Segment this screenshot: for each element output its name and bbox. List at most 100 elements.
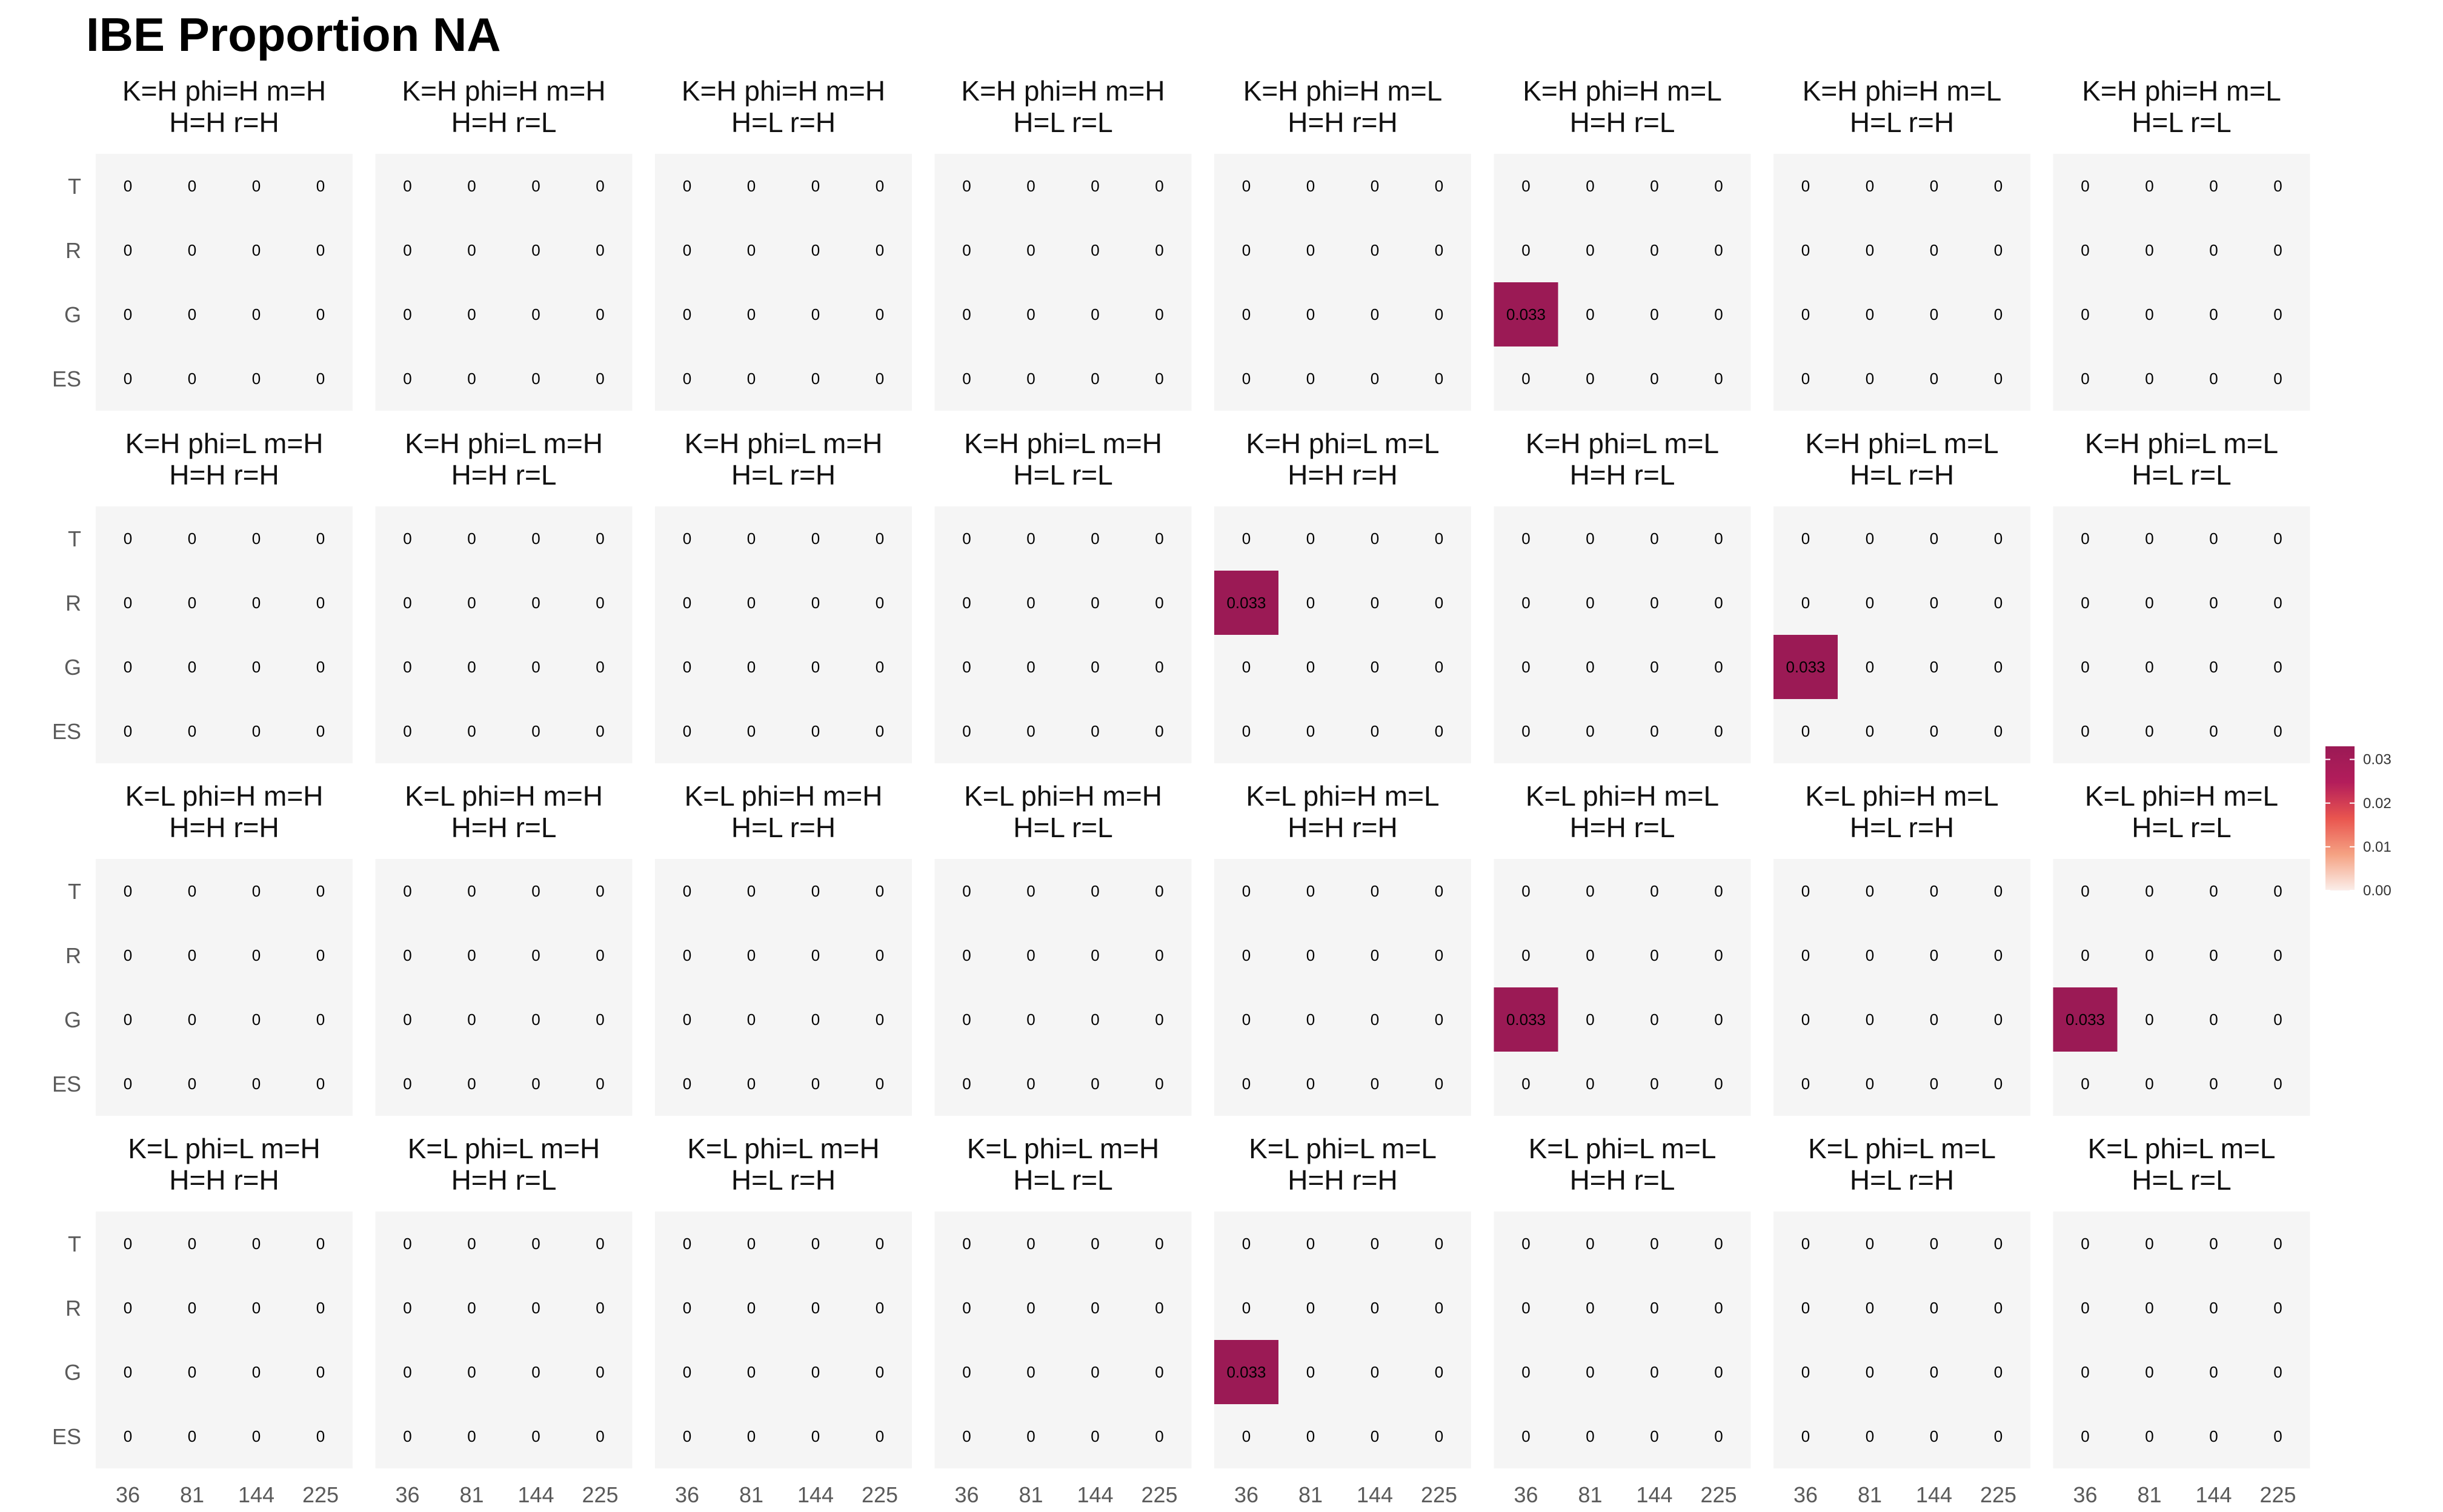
x-tick-label: 144 <box>2195 1482 2232 1507</box>
cell-value-label: 0 <box>2273 1299 2282 1317</box>
cell-value-label: 0 <box>747 370 756 388</box>
cell-value-label: 0 <box>1586 305 1594 323</box>
cell-value-label: 0 <box>1866 946 1874 964</box>
panel-background <box>375 506 633 763</box>
cell-value-label: 0 <box>531 946 540 964</box>
cell-value-label: 0 <box>1435 1075 1443 1093</box>
cell-value-label: 0 <box>1930 594 1938 612</box>
cell-value-label: 0 <box>876 882 884 900</box>
cell-value-label: 0 <box>1866 658 1874 676</box>
cell-value-label: 0 <box>1521 1427 1530 1445</box>
facet-strip-label: H=H r=L <box>451 1164 557 1196</box>
cell-value-label: 0 <box>1371 1075 1379 1093</box>
facet-strip-label: H=H r=L <box>1570 107 1675 138</box>
cell-value-label: 0 <box>1242 658 1251 676</box>
cell-value-label: 0 <box>252 305 261 323</box>
cell-value-label: 0 <box>2081 1427 2089 1445</box>
cell-value-label: 0 <box>1930 882 1938 900</box>
cell-value-label: 0 <box>1714 882 1723 900</box>
cell-value-label: 0 <box>1650 1010 1658 1029</box>
cell-value-label: 0 <box>876 1010 884 1029</box>
cell-value-label: 0 <box>596 370 604 388</box>
cell-value-label: 0 <box>1994 1235 2003 1253</box>
facet-panel: K=L phi=H m=LH=L r=H 0 0 0 0 0 0 0 0 0 0 0 0 0 0 0 0 <box>1773 780 2030 1116</box>
cell-value-label: 0 <box>1091 946 1099 964</box>
cell-value-label: 0 <box>252 594 261 612</box>
facet-panels: K=H phi=H m=HH=H r=H0 0 0 00 0 0 00 0 0 00 0 0 0TRGE… <box>52 75 2310 1507</box>
x-tick-label: 144 <box>1916 1482 1952 1507</box>
cell-value-label: 0 <box>188 658 196 676</box>
cell-value-label: 0 <box>2081 1363 2089 1381</box>
cell-value-label: 0 <box>1866 305 1874 323</box>
cell-value-label: 0 <box>1026 658 1035 676</box>
cell-value-label: 0 <box>467 882 476 900</box>
cell-value-label: 0 <box>316 1299 325 1317</box>
cell-value-label: 0 <box>1930 1010 1938 1029</box>
cell-value-label: 0 <box>2145 658 2153 676</box>
cell-value-label: 0 <box>2273 1235 2282 1253</box>
x-tick-label: 225 <box>1980 1482 2016 1507</box>
cell-value-label: 0 <box>811 1363 820 1381</box>
cell-value-label: 0 <box>467 241 476 259</box>
cell-value-label: 0 <box>2081 177 2089 195</box>
cell-value-label: 0 <box>962 946 971 964</box>
cell-value-label: 0 <box>1801 241 1810 259</box>
cell-value-label: 0 <box>1026 1235 1035 1253</box>
cell-value-label: 0 <box>188 1363 196 1381</box>
cell-value-label: 0 <box>1091 177 1099 195</box>
cell-value-label: 0 <box>1091 1427 1099 1445</box>
facet-panel: K=L phi=L m=LH=L r=H 0 0 0 0 0 0 0 0 0 0 0 0 0 0 0 0 36 81… <box>1773 1133 2030 1507</box>
facet-strip-label: H=L r=L <box>2132 1164 2232 1196</box>
cell-value-label: 0 <box>252 658 261 676</box>
cell-value-label: 0 <box>1586 529 1594 548</box>
cell-value-label: 0 <box>467 1427 476 1445</box>
cell-value-label: 0 <box>811 1010 820 1029</box>
cell-value-label: 0 <box>2209 722 2218 740</box>
cell-value-label: 0 <box>1371 882 1379 900</box>
facet-strip-label: H=H r=L <box>451 107 557 138</box>
cell-value-label: 0 <box>1242 305 1251 323</box>
cell-value-label: 0 <box>1586 946 1594 964</box>
cell-value-label: 0 <box>531 1075 540 1093</box>
x-tick-label: 144 <box>517 1482 554 1507</box>
heatmap-tile <box>2053 987 2118 1052</box>
cell-value-label: 0 <box>2081 594 2089 612</box>
facet-strip-label: K=H phi=L m=L <box>1805 428 1998 459</box>
cell-value-label: 0 <box>252 1075 261 1093</box>
panel-background <box>934 859 1192 1116</box>
panel-background <box>375 154 633 411</box>
cell-value-label: 0.033 <box>1506 305 1546 323</box>
facet-panel: K=H phi=H m=LH=H r=L 0 0 0 0 0 0 0 0 0.033 0 0 0 0 0 0 0 <box>1494 75 1751 411</box>
cell-value-label: 0 <box>683 529 691 548</box>
cell-value-label: 0 <box>1866 177 1874 195</box>
facet-strip-label: H=L r=L <box>2132 107 2232 138</box>
cell-value-label: 0 <box>1306 594 1315 612</box>
cell-value-label: 0 <box>316 722 325 740</box>
cell-value-label: 0 <box>1306 722 1315 740</box>
cell-value-label: 0 <box>683 1427 691 1445</box>
facet-panel: K=H phi=H m=HH=H r=L 0 0 0 0 0 0 0 0 0 0 0 0 0 0 0 0 <box>375 75 633 411</box>
cell-value-label: 0 <box>1994 594 2003 612</box>
cell-value-label: 0 <box>876 241 884 259</box>
cell-value-label: 0 <box>1435 1363 1443 1381</box>
cell-value-label: 0 <box>531 177 540 195</box>
cell-value-label: 0 <box>962 1010 971 1029</box>
cell-value-label: 0 <box>531 658 540 676</box>
facet-panel: K=H phi=L m=HH=L r=L 0 0 0 0 0 0 0 0 0 0 0 0 0 0 0 0 <box>934 428 1192 763</box>
cell-value-label: 0 <box>2209 1363 2218 1381</box>
cell-value-label: 0 <box>2145 882 2153 900</box>
facet-strip-label: H=H r=H <box>1288 107 1397 138</box>
cell-value-label: 0 <box>1801 882 1810 900</box>
cell-value-label: 0 <box>1866 1299 1874 1317</box>
cell-value-label: 0 <box>2209 658 2218 676</box>
cell-value-label: 0 <box>1435 1010 1443 1029</box>
cell-value-label: 0 <box>2209 370 2218 388</box>
x-tick-label: 81 <box>1019 1482 1043 1507</box>
panel-background <box>96 506 353 763</box>
cell-value-label: 0 <box>188 305 196 323</box>
cell-value-label: 0 <box>1586 1299 1594 1317</box>
cell-value-label: 0 <box>467 177 476 195</box>
cell-value-label: 0.033 <box>1506 1010 1546 1029</box>
cell-value-label: 0 <box>747 241 756 259</box>
cell-value-label: 0 <box>1371 946 1379 964</box>
